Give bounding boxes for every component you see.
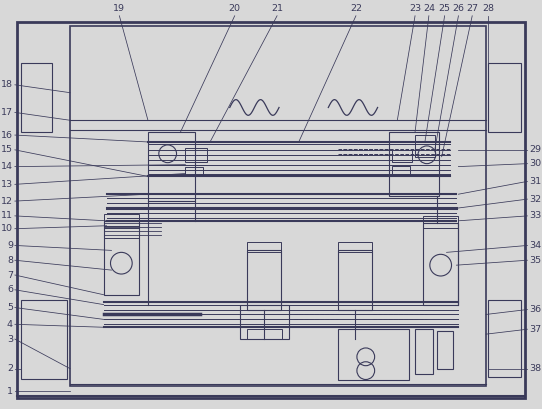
Text: 21: 21 xyxy=(271,4,283,13)
Text: 38: 38 xyxy=(530,364,541,373)
Text: 5: 5 xyxy=(7,303,13,312)
Bar xyxy=(185,148,207,162)
Bar xyxy=(415,329,433,373)
Text: 15: 15 xyxy=(1,145,13,154)
Text: 28: 28 xyxy=(482,4,494,13)
Bar xyxy=(148,132,195,201)
Bar xyxy=(104,214,139,226)
Text: 23: 23 xyxy=(409,4,421,13)
Bar xyxy=(104,228,139,238)
Text: 6: 6 xyxy=(7,285,13,294)
Bar xyxy=(338,250,372,310)
Bar xyxy=(437,331,453,369)
Bar xyxy=(415,135,435,157)
Bar xyxy=(21,300,67,378)
Text: 25: 25 xyxy=(438,4,450,13)
Bar xyxy=(338,329,409,380)
Text: 8: 8 xyxy=(7,256,13,265)
Text: 4: 4 xyxy=(7,320,13,329)
Text: 12: 12 xyxy=(1,197,13,206)
Text: 17: 17 xyxy=(1,108,13,117)
Text: 9: 9 xyxy=(7,241,13,250)
Text: 34: 34 xyxy=(530,241,541,250)
Bar xyxy=(392,150,412,162)
Text: 27: 27 xyxy=(466,4,478,13)
Bar xyxy=(488,63,520,132)
Bar xyxy=(488,300,520,377)
Text: 24: 24 xyxy=(423,4,435,13)
Text: 11: 11 xyxy=(1,211,13,220)
Text: 7: 7 xyxy=(7,270,13,279)
Text: 31: 31 xyxy=(530,177,541,186)
Text: 1: 1 xyxy=(7,387,13,396)
Bar xyxy=(185,166,203,176)
Bar xyxy=(248,250,281,310)
Bar xyxy=(70,26,486,387)
Text: 3: 3 xyxy=(7,335,13,344)
Bar xyxy=(423,216,459,228)
Text: 10: 10 xyxy=(1,224,13,233)
Bar xyxy=(104,221,139,295)
Bar xyxy=(21,63,53,132)
Text: 30: 30 xyxy=(530,159,541,168)
Bar xyxy=(338,243,372,252)
Text: 35: 35 xyxy=(530,256,541,265)
Text: 37: 37 xyxy=(530,325,541,334)
Bar xyxy=(389,132,438,196)
Text: 36: 36 xyxy=(530,305,541,314)
Bar xyxy=(248,243,281,252)
Text: 13: 13 xyxy=(1,180,13,189)
Text: 26: 26 xyxy=(453,4,464,13)
Bar xyxy=(423,223,459,305)
Text: 33: 33 xyxy=(530,211,541,220)
Text: 16: 16 xyxy=(1,130,13,139)
Text: 29: 29 xyxy=(530,145,541,154)
Bar xyxy=(248,329,282,339)
Text: 19: 19 xyxy=(113,4,125,13)
Text: 22: 22 xyxy=(350,4,362,13)
Text: 2: 2 xyxy=(7,364,13,373)
Text: 20: 20 xyxy=(229,4,241,13)
Bar xyxy=(240,305,289,339)
Text: 18: 18 xyxy=(1,80,13,89)
Bar xyxy=(392,166,410,175)
Text: 32: 32 xyxy=(530,195,541,204)
Text: 14: 14 xyxy=(1,162,13,171)
